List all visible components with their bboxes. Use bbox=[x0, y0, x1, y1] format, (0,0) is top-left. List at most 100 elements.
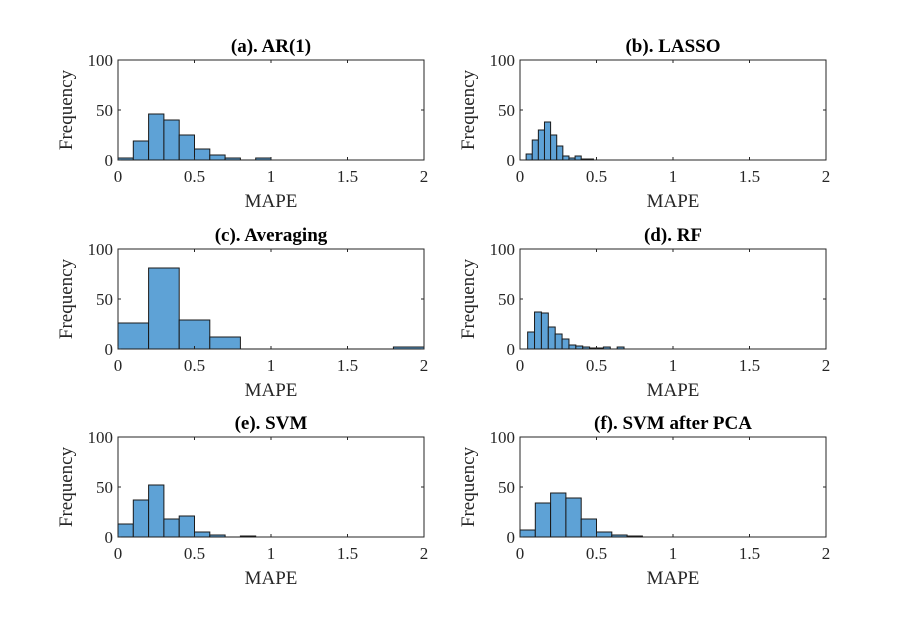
y-tick-label: 0 bbox=[105, 340, 114, 359]
y-tick-label: 100 bbox=[490, 51, 516, 70]
histogram-bar bbox=[209, 154, 226, 161]
x-tick-label: 1 bbox=[267, 167, 276, 186]
histogram-bar bbox=[534, 311, 542, 350]
histogram-bar bbox=[534, 502, 552, 538]
x-tick-label: 0 bbox=[516, 356, 525, 375]
x-tick-label: 0.5 bbox=[184, 167, 205, 186]
histogram-bar bbox=[565, 497, 582, 538]
y-tick-label: 0 bbox=[105, 528, 114, 547]
histogram-bar bbox=[148, 267, 180, 350]
histogram-bar bbox=[568, 344, 577, 350]
y-tick-label: 50 bbox=[498, 478, 515, 497]
histogram-bar bbox=[550, 492, 567, 538]
x-axis-label: MAPE bbox=[647, 191, 700, 212]
histogram-bar bbox=[194, 148, 211, 161]
y-tick-label: 0 bbox=[507, 151, 516, 170]
histogram-bar bbox=[525, 153, 533, 161]
histogram-bar bbox=[596, 531, 613, 538]
histogram-bar bbox=[163, 518, 180, 538]
panel-1: 0 0.5 1 1.5 2 0 50 100 (a). AR(1) MAPE Frequency bbox=[56, 36, 428, 212]
histogram-bar bbox=[163, 119, 180, 161]
y-tick-label: 0 bbox=[507, 528, 516, 547]
x-tick-label: 1.5 bbox=[739, 544, 760, 563]
x-axis-label: MAPE bbox=[647, 568, 700, 589]
y-axis-label: Frequency bbox=[56, 446, 77, 527]
x-tick-label: 0 bbox=[114, 356, 123, 375]
histogram-bar bbox=[550, 134, 558, 161]
y-tick-label: 100 bbox=[490, 428, 516, 447]
histogram-bar bbox=[117, 322, 150, 350]
y-tick-label: 50 bbox=[498, 290, 515, 309]
chart-title: (b). LASSO bbox=[625, 36, 720, 57]
histogram-bar bbox=[537, 129, 545, 161]
histogram-bar bbox=[132, 499, 150, 538]
x-tick-label: 0.5 bbox=[184, 544, 205, 563]
y-axis-label: Frequency bbox=[56, 258, 77, 339]
histogram-bar bbox=[132, 140, 150, 161]
x-tick-label: 1.5 bbox=[337, 167, 358, 186]
panel-2: 0 0.5 1 1.5 2 0 50 100 (b). LASSO MAPE Frequency bbox=[458, 36, 830, 212]
histogram-bar bbox=[556, 145, 564, 161]
histogram-bar bbox=[547, 326, 556, 350]
chart-title: (e). SVM bbox=[235, 413, 308, 434]
y-axis-label: Frequency bbox=[458, 446, 479, 527]
histogram-bar bbox=[178, 134, 195, 161]
chart-title: (a). AR(1) bbox=[231, 36, 311, 57]
y-axis-label: Frequency bbox=[458, 69, 479, 150]
y-tick-label: 0 bbox=[105, 151, 114, 170]
x-tick-label: 1.5 bbox=[337, 544, 358, 563]
x-tick-label: 1 bbox=[267, 544, 276, 563]
x-tick-label: 2 bbox=[822, 544, 831, 563]
y-axis-label: Frequency bbox=[458, 258, 479, 339]
x-tick-label: 1.5 bbox=[739, 167, 760, 186]
histogram-bar bbox=[519, 529, 536, 538]
x-tick-label: 0.5 bbox=[586, 167, 607, 186]
y-tick-label: 100 bbox=[490, 240, 516, 259]
x-tick-label: 2 bbox=[822, 356, 831, 375]
chart-title: (d). RF bbox=[644, 225, 702, 246]
x-tick-label: 0.5 bbox=[586, 356, 607, 375]
x-tick-label: 1 bbox=[669, 544, 678, 563]
histogram-bar bbox=[209, 336, 241, 350]
y-tick-label: 50 bbox=[498, 101, 515, 120]
histogram-bar bbox=[543, 121, 552, 161]
x-tick-label: 1.5 bbox=[337, 356, 358, 375]
histogram-bar bbox=[531, 139, 539, 161]
panel-4: 0 0.5 1 1.5 2 0 50 100 (d). RF MAPE Frequency bbox=[458, 225, 830, 401]
x-tick-label: 0 bbox=[114, 167, 123, 186]
panel-5: 0 0.5 1 1.5 2 0 50 100 (e). SVM MAPE Frequency bbox=[56, 413, 428, 589]
histogram-bar bbox=[574, 155, 582, 161]
histogram-bar bbox=[117, 523, 134, 538]
x-tick-label: 2 bbox=[420, 544, 429, 563]
x-axis-label: MAPE bbox=[245, 380, 298, 401]
chart-title: (c). Averaging bbox=[215, 225, 328, 246]
histogram-bar bbox=[561, 338, 570, 350]
x-tick-label: 0 bbox=[516, 167, 525, 186]
x-axis-label: MAPE bbox=[647, 380, 700, 401]
y-tick-label: 100 bbox=[88, 428, 114, 447]
y-tick-label: 50 bbox=[96, 290, 113, 309]
histogram-bar bbox=[562, 155, 570, 161]
x-axis-label: MAPE bbox=[245, 191, 298, 212]
y-axis-label: Frequency bbox=[56, 69, 77, 150]
panel-3: 0 0.5 1 1.5 2 0 50 100 (c). Averaging MAPE Frequen… bbox=[56, 225, 428, 401]
y-tick-label: 50 bbox=[96, 478, 113, 497]
histogram-bar bbox=[178, 319, 211, 350]
x-tick-label: 0.5 bbox=[184, 356, 205, 375]
x-tick-label: 1 bbox=[669, 356, 678, 375]
y-tick-label: 50 bbox=[96, 101, 113, 120]
histogram-bar bbox=[580, 518, 598, 538]
histogram-bar bbox=[194, 531, 211, 538]
histogram-bar bbox=[178, 515, 195, 538]
x-tick-label: 1 bbox=[669, 167, 678, 186]
x-tick-label: 2 bbox=[822, 167, 831, 186]
y-tick-label: 0 bbox=[507, 340, 516, 359]
x-tick-label: 0 bbox=[114, 544, 123, 563]
y-tick-label: 100 bbox=[88, 240, 114, 259]
x-axis-label: MAPE bbox=[245, 568, 298, 589]
x-tick-label: 2 bbox=[420, 167, 429, 186]
x-tick-label: 1 bbox=[267, 356, 276, 375]
x-tick-label: 2 bbox=[420, 356, 429, 375]
panel-6: 0 0.5 1 1.5 2 0 50 100 (f). SVM after PCA MAPE Fre… bbox=[458, 413, 830, 589]
